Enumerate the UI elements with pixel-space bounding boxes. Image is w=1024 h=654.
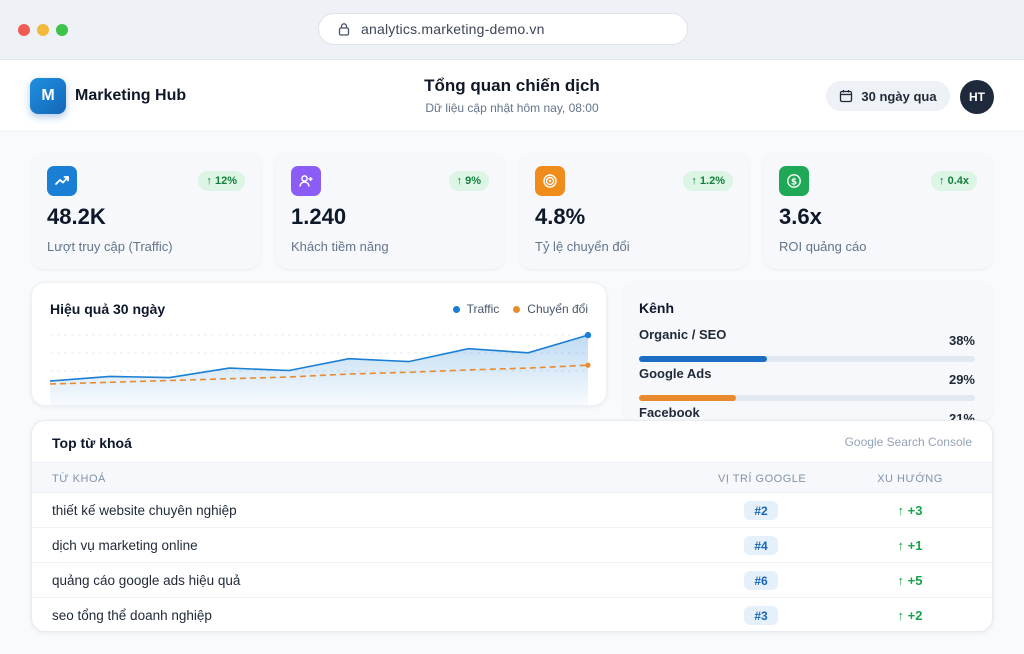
conversion-end-point[interactable] bbox=[585, 362, 591, 368]
target-icon bbox=[535, 166, 565, 196]
channel-name: Facebook bbox=[639, 405, 700, 420]
page-subtitle: Dữ liệu cập nhật hôm nay, 08:00 bbox=[425, 101, 599, 115]
keyword-text: seo tổng thể doanh nghiệp bbox=[52, 608, 212, 623]
date-range-label: 30 ngày qua bbox=[861, 88, 937, 104]
column-header-keyword[interactable]: TỪ KHOÁ bbox=[52, 473, 106, 485]
table-row[interactable]: dịch vụ marketing online #4 ↑ +1 bbox=[32, 528, 992, 563]
position-badge: #6 bbox=[744, 571, 778, 590]
kpi-delta-value: 1.2% bbox=[699, 175, 725, 187]
kpi-delta-value: 0.4x bbox=[947, 175, 969, 187]
keywords-title: Top từ khoá bbox=[52, 435, 132, 451]
channel-percent: 38% bbox=[948, 333, 975, 348]
legend-swatch-conversion bbox=[513, 305, 521, 313]
channel-name: Google Ads bbox=[639, 366, 712, 381]
kpi-card-traffic: ↑ 12% 48.2K Lượt truy cập (Traffic) bbox=[31, 153, 261, 269]
arrow-up-icon: ↑ bbox=[206, 175, 215, 187]
table-row[interactable]: quảng cáo google ads hiệu quả #6 ↑ +5 bbox=[32, 563, 992, 598]
browser-toolbar: analytics.marketing-demo.vn bbox=[0, 0, 1024, 60]
channel-row-facebook[interactable]: Facebook 21% bbox=[639, 405, 975, 422]
brand-logo[interactable]: M bbox=[30, 78, 66, 114]
channel-name: Organic / SEO bbox=[639, 327, 727, 342]
position-badge: #3 bbox=[744, 606, 778, 625]
table-row[interactable]: thiết kế website chuyên nghiệp #2 ↑ +3 bbox=[32, 493, 992, 528]
app-header: M Marketing Hub Tổng quan chiến dịch Dữ … bbox=[0, 60, 1024, 132]
table-row[interactable]: seo tổng thể doanh nghiệp #3 ↑ +2 bbox=[32, 598, 992, 631]
minimize-window-button[interactable] bbox=[37, 24, 49, 36]
kpi-value: 3.6x bbox=[779, 204, 822, 229]
performance-plot bbox=[49, 331, 592, 405]
kpi-card-leads: ↑ 9% 1.240 Khách tiềm năng bbox=[275, 153, 505, 269]
trend-value: ↑ +3 bbox=[897, 503, 923, 518]
chart-title: Hiệu quả 30 ngày bbox=[50, 301, 166, 317]
kpi-delta-badge: ↑ 9% bbox=[448, 171, 489, 191]
channel-card: Kênh Organic / SEO 38% Google Ads 29% Fa… bbox=[623, 282, 993, 422]
legend-item-traffic[interactable]: Traffic bbox=[452, 302, 500, 316]
dollar-icon: $ bbox=[779, 166, 809, 196]
position-badge: #2 bbox=[744, 501, 778, 520]
close-window-button[interactable] bbox=[18, 24, 30, 36]
channel-bar-fill bbox=[639, 356, 767, 362]
kpi-card-roi: $ ↑ 0.4x 3.6x ROI quảng cáo bbox=[763, 153, 993, 269]
table-header: TỪ KHOÁ VỊ TRÍ GOOGLE XU HƯỚNG bbox=[32, 462, 992, 493]
kpi-value: 1.240 bbox=[291, 204, 347, 229]
legend-item-conversion[interactable]: Chuyển đổi bbox=[513, 302, 588, 316]
lock-icon bbox=[338, 23, 350, 36]
address-bar[interactable]: analytics.marketing-demo.vn bbox=[318, 13, 688, 45]
channel-bar-fill bbox=[639, 395, 737, 401]
legend-swatch-traffic bbox=[452, 305, 460, 313]
svg-text:$: $ bbox=[791, 177, 797, 187]
kpi-label: Tỷ lệ chuyển đổi bbox=[535, 239, 630, 254]
kpi-label: ROI quảng cáo bbox=[779, 239, 867, 254]
trend-value: ↑ +2 bbox=[897, 608, 923, 623]
traffic-end-point[interactable] bbox=[584, 331, 592, 339]
channel-bar-track bbox=[639, 395, 975, 401]
legend-label-traffic: Traffic bbox=[466, 302, 500, 316]
arrow-up-icon: ↑ bbox=[456, 175, 466, 187]
channel-row-google-ads[interactable]: Google Ads 29% bbox=[639, 366, 975, 406]
legend-label-conversion: Chuyển đổi bbox=[527, 302, 588, 316]
trend-value: ↑ +1 bbox=[897, 538, 923, 553]
keywords-table-card: Top từ khoá Google Search Console TỪ KHO… bbox=[31, 420, 993, 632]
performance-chart-card: Hiệu quả 30 ngày Traffic Chuyển đổi bbox=[31, 282, 607, 406]
kpi-value: 48.2K bbox=[47, 204, 106, 229]
maximize-window-button[interactable] bbox=[56, 24, 68, 36]
keyword-text: quảng cáo google ads hiệu quả bbox=[52, 573, 241, 588]
calendar-icon bbox=[840, 90, 853, 103]
kpi-delta-badge: ↑ 1.2% bbox=[683, 171, 733, 191]
keyword-text: thiết kế website chuyên nghiệp bbox=[52, 503, 237, 518]
kpi-label: Lượt truy cập (Traffic) bbox=[47, 239, 173, 254]
kpi-label: Khách tiềm năng bbox=[291, 239, 389, 254]
user-plus-icon bbox=[291, 166, 321, 196]
kpi-delta-value: 9% bbox=[465, 175, 481, 187]
kpi-card-conversion: ↑ 1.2% 4.8% Tỷ lệ chuyển đổi bbox=[519, 153, 749, 269]
arrow-up-icon: ↑ bbox=[691, 175, 700, 187]
date-range-button[interactable]: 30 ngày qua bbox=[826, 81, 950, 111]
channel-title: Kênh bbox=[639, 300, 674, 316]
channel-percent: 21% bbox=[948, 411, 975, 422]
column-header-trend[interactable]: XU HƯỚNG bbox=[877, 473, 943, 485]
kpi-delta-badge: ↑ 0.4x bbox=[931, 171, 977, 191]
channel-bar-track bbox=[639, 356, 975, 362]
user-avatar[interactable]: HT bbox=[960, 80, 994, 114]
channel-row-organic[interactable]: Organic / SEO 38% bbox=[639, 327, 975, 367]
kpi-value: 4.8% bbox=[535, 204, 586, 229]
kpi-delta-value: 12% bbox=[214, 175, 237, 187]
trend-value: ↑ +5 bbox=[897, 573, 923, 588]
trending-up-icon bbox=[47, 166, 77, 196]
column-header-position[interactable]: VỊ TRÍ GOOGLE bbox=[718, 473, 807, 485]
keywords-source[interactable]: Google Search Console bbox=[844, 435, 972, 449]
traffic-area bbox=[50, 335, 588, 405]
traffic-line bbox=[49, 334, 589, 382]
chart-legend: Traffic Chuyển đổi bbox=[452, 302, 588, 316]
kpi-delta-badge: ↑ 12% bbox=[198, 171, 245, 191]
page-title: Tổng quan chiến dịch bbox=[424, 76, 600, 95]
keyword-text: dịch vụ marketing online bbox=[52, 538, 198, 553]
arrow-up-icon: ↑ bbox=[939, 175, 948, 187]
brand-name: Marketing Hub bbox=[75, 87, 187, 104]
position-badge: #4 bbox=[744, 536, 778, 555]
channel-percent: 29% bbox=[948, 372, 975, 387]
url-text: analytics.marketing-demo.vn bbox=[361, 21, 545, 37]
